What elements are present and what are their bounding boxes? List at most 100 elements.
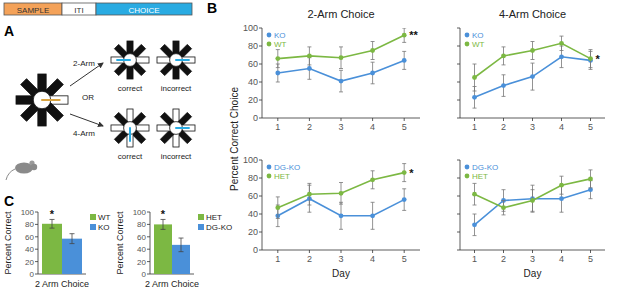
y-tick — [35, 249, 38, 250]
y-tick-label: 40 — [248, 209, 258, 219]
error-bar — [161, 219, 166, 229]
error-bar — [276, 197, 280, 219]
legend-swatch — [90, 214, 96, 220]
timeline-segment — [4, 3, 62, 15]
y-tick — [259, 64, 262, 65]
data-point — [501, 83, 506, 88]
y-tick — [457, 46, 460, 47]
data-point — [402, 170, 407, 175]
error-bar — [339, 202, 343, 229]
x-tick — [561, 118, 562, 121]
maze-path — [176, 127, 189, 129]
maze — [157, 109, 195, 147]
y-tick — [457, 178, 460, 179]
error-bar — [502, 47, 506, 65]
timeline-segment — [96, 3, 192, 15]
y-tick — [457, 232, 460, 233]
x-tick — [404, 250, 405, 253]
x-tick-label: 4 — [370, 122, 375, 132]
data-point — [339, 79, 344, 84]
y-axis — [150, 212, 151, 274]
x-tick-label: 3 — [530, 122, 535, 132]
y-tick — [147, 212, 150, 213]
data-point — [307, 192, 312, 197]
error-bar — [276, 50, 280, 68]
data-point — [530, 74, 535, 79]
x-tick-label: 4 — [559, 122, 564, 132]
y-axis-label: Percent Correct — [3, 211, 13, 275]
y-tick — [457, 64, 460, 65]
y-tick — [457, 100, 460, 101]
data-point — [307, 66, 312, 71]
x-tick — [503, 118, 504, 121]
data-point — [530, 198, 535, 203]
y-tick — [259, 82, 262, 83]
data-point — [501, 205, 506, 210]
y-tick-label: 20 — [25, 258, 34, 267]
annotation: ** — [409, 29, 418, 41]
y-axis-label: Percent Correct — [115, 211, 125, 275]
maze — [16, 74, 68, 126]
data-point — [307, 54, 312, 59]
chart: 020406080100Percent Correct2 Arm ChoiceW… — [3, 208, 111, 289]
error-bar — [50, 219, 55, 228]
data-point — [559, 54, 564, 59]
x-tick-label: 1 — [275, 122, 280, 132]
y-tick — [259, 196, 262, 197]
y-tick — [259, 46, 262, 47]
y-tick-label: 60 — [248, 59, 258, 69]
error-bar — [560, 176, 564, 194]
x-tick-label: 5 — [588, 254, 593, 264]
legend-marker — [465, 165, 470, 170]
error-bar — [589, 170, 593, 188]
plot-area — [472, 170, 593, 236]
legend-label: KO — [274, 31, 286, 40]
y-tick — [147, 261, 150, 262]
x-tick — [404, 118, 405, 121]
series-line — [278, 173, 404, 208]
legend-label: DG-KO — [472, 163, 498, 172]
x-tick-label: 4 — [559, 254, 564, 264]
x-tick — [561, 250, 562, 253]
y-axis — [262, 28, 263, 118]
legend-marker — [465, 174, 470, 179]
error-bar — [502, 75, 506, 97]
legend-label: KO — [472, 31, 484, 40]
outcome-label: correct — [118, 152, 143, 161]
x-tick — [590, 118, 591, 121]
data-point — [370, 177, 375, 182]
x-tick — [341, 118, 342, 121]
legend-label: WT — [472, 40, 485, 49]
x-tick-label: 5 — [402, 122, 407, 132]
error-bar — [339, 183, 343, 205]
y-tick — [457, 160, 460, 161]
data-point — [472, 75, 477, 80]
y-tick — [457, 250, 460, 251]
panel-label: C — [4, 193, 14, 209]
y-tick-label: 100 — [243, 23, 258, 33]
y-axis-label: Percent Correct Choice — [229, 87, 240, 191]
x-category-label: 2 Arm Choice — [35, 279, 89, 289]
data-point — [402, 33, 407, 38]
error-bar — [179, 238, 184, 252]
y-axis — [262, 160, 263, 250]
plot-area — [275, 28, 406, 92]
error-bar — [339, 70, 343, 92]
legend-swatch — [198, 224, 204, 230]
chart: 12345DayDG-KOHET — [457, 160, 605, 279]
x-tick — [309, 250, 310, 253]
panel-label: B — [207, 0, 217, 16]
y-tick — [457, 82, 460, 83]
x-tick — [277, 118, 278, 121]
x-tick — [341, 250, 342, 253]
data-point — [472, 192, 477, 197]
y-tick — [35, 261, 38, 262]
figure: ABCSAMPLEITICHOICE2-Armcorrectincorrect4… — [0, 0, 617, 299]
error-bar — [473, 183, 477, 205]
data-point — [501, 54, 506, 59]
y-tick-label: 20 — [248, 227, 258, 237]
legend-label: DG-KO — [274, 163, 300, 172]
y-tick — [259, 100, 262, 101]
legend-label: WT — [98, 213, 111, 222]
data-point — [370, 213, 375, 218]
